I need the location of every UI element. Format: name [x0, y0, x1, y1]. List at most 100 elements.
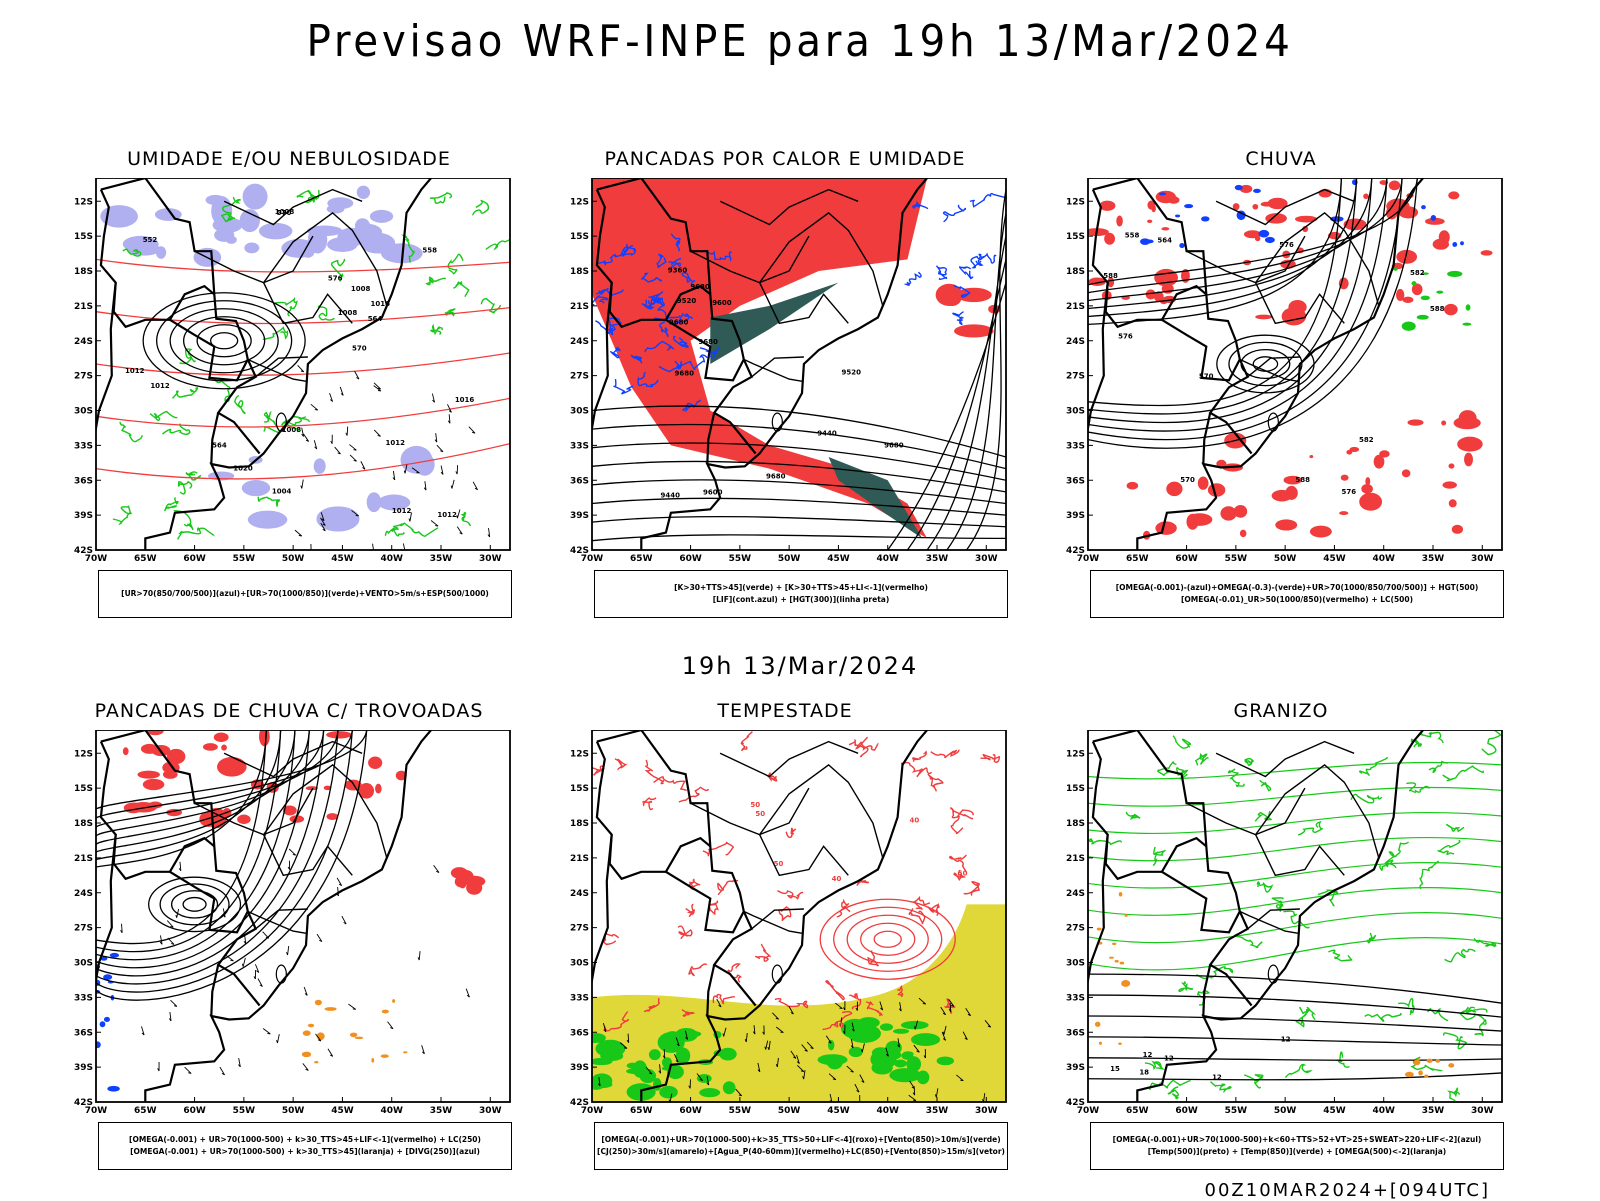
contour-label: 558	[422, 246, 437, 254]
rain-red-area	[1161, 227, 1169, 230]
wind-vector	[355, 371, 359, 379]
contour-label: 50	[958, 869, 968, 877]
lat-label: 27S	[1066, 924, 1085, 934]
temp850-green-contour	[1475, 1020, 1486, 1036]
lat-label: 21S	[570, 854, 589, 864]
temp850-green-contour	[1482, 730, 1501, 755]
rain-blue-area	[1201, 216, 1209, 221]
panel-title: GRANIZO	[1056, 700, 1506, 722]
thunder-red-area	[214, 732, 229, 742]
border-line	[720, 742, 858, 777]
wind-vector	[437, 445, 443, 452]
contour-label: 552	[143, 236, 158, 244]
rain-green-area	[1462, 323, 1471, 326]
streamline-arrow	[342, 916, 346, 924]
panel-title: CHUVA	[1056, 148, 1506, 170]
streamline-arrow	[238, 1058, 240, 1067]
humidity-blue-area	[248, 511, 288, 529]
rain-red-area	[1339, 511, 1348, 515]
wind-vector	[331, 435, 333, 444]
wind-vector	[431, 520, 438, 526]
streamline-arrow	[158, 1062, 159, 1071]
temp850-green-contour	[1258, 882, 1272, 892]
humidity-green-contour	[430, 193, 451, 204]
humidity-green-contour	[385, 528, 404, 536]
water-red-contour	[931, 750, 959, 758]
contour-line	[96, 730, 281, 952]
rain-red-area	[1198, 477, 1209, 490]
contour-label: 564	[1157, 236, 1172, 244]
legend-box: [K>30+TTS>45](verde) + [K>30+TTS>45+LI<-…	[594, 570, 1008, 618]
wind-vector	[304, 434, 309, 441]
lon-label: 45W	[827, 1106, 850, 1116]
temp850-green-contour	[1438, 841, 1460, 855]
wind-vector	[473, 482, 477, 490]
lon-label: 35W	[430, 1106, 453, 1116]
lon-label: 30W	[479, 554, 502, 564]
map-svg: 1012101210081004100810121016102010161012…	[64, 178, 514, 570]
streamline-arrow	[317, 934, 322, 942]
lon-label: 60W	[1175, 1106, 1198, 1116]
water-red-contour	[755, 944, 770, 961]
contour-label: 1004	[272, 488, 292, 496]
humidity-green-contour	[113, 506, 132, 524]
lat-label: 24S	[1066, 337, 1085, 347]
lon-label: 70W	[85, 1106, 108, 1116]
lat-label: 27S	[570, 924, 589, 934]
temp850-green-contour	[1398, 999, 1414, 1015]
humidity-green-contour	[173, 388, 198, 399]
humidity-green-contour	[258, 497, 279, 507]
rain-red-area	[1151, 205, 1155, 213]
lon-label: 45W	[331, 554, 354, 564]
lon-label: 65W	[1126, 554, 1149, 564]
lat-label: 33S	[570, 441, 589, 451]
humidity-blue-area	[226, 236, 237, 244]
water-red-contour	[981, 755, 1000, 763]
streamline-arrow	[328, 1049, 333, 1057]
rain-red-area	[1359, 493, 1382, 511]
humidity-green-contour	[214, 378, 230, 402]
lon-label: 40W	[876, 1106, 899, 1116]
lon-label: 45W	[1323, 1106, 1346, 1116]
wind850-green-area	[723, 1081, 736, 1094]
thunder-orange-area	[392, 999, 395, 1003]
temp850-green-contour	[1445, 949, 1476, 961]
rain-green-area	[1417, 315, 1429, 320]
contour-label: 9680	[766, 473, 786, 481]
lat-label: 15S	[1066, 784, 1085, 794]
humidity-green-contour	[235, 396, 245, 414]
lat-label: 15S	[1066, 232, 1085, 242]
border-line	[1256, 788, 1345, 875]
lon-label: 50W	[778, 554, 801, 564]
lon-label: 40W	[380, 554, 403, 564]
omega-orange-area	[1099, 1042, 1102, 1045]
legend-line: [OMEGA(-0.001)+UR>70(1000-500)+k<60+TTS>…	[1091, 1134, 1503, 1146]
streamline-arrow	[121, 924, 123, 933]
lat-label: 15S	[570, 232, 589, 242]
lif-blue-contour	[960, 267, 973, 279]
run-code: 00Z10MAR2024+[094UTC]	[1205, 1180, 1490, 1201]
rain-red-area	[1433, 239, 1449, 250]
omega-orange-area	[1095, 1022, 1101, 1027]
humidity-blue-area	[243, 184, 268, 210]
water-red-contour	[779, 907, 791, 921]
wind850-green-area	[937, 1056, 954, 1065]
temp850-green-contour	[1153, 847, 1165, 866]
map-svg: 58858858257657056455858858257657057612S1…	[1056, 178, 1506, 570]
lat-label: 15S	[74, 784, 93, 794]
omega-orange-area	[1417, 1059, 1420, 1061]
lat-label: 27S	[1066, 372, 1085, 382]
omega-orange-area	[1118, 1043, 1122, 1045]
lon-label: 55W	[729, 1106, 752, 1116]
rain-red-area	[1454, 417, 1481, 430]
rain-red-area	[1449, 499, 1457, 507]
streamline-arrow	[170, 1000, 176, 1006]
contour-label: 12	[1164, 1054, 1174, 1062]
streamline-arrow	[348, 1004, 355, 1009]
lat-label: 18S	[570, 267, 589, 277]
border-line	[744, 911, 803, 933]
temp850-green-contour	[1173, 736, 1190, 748]
